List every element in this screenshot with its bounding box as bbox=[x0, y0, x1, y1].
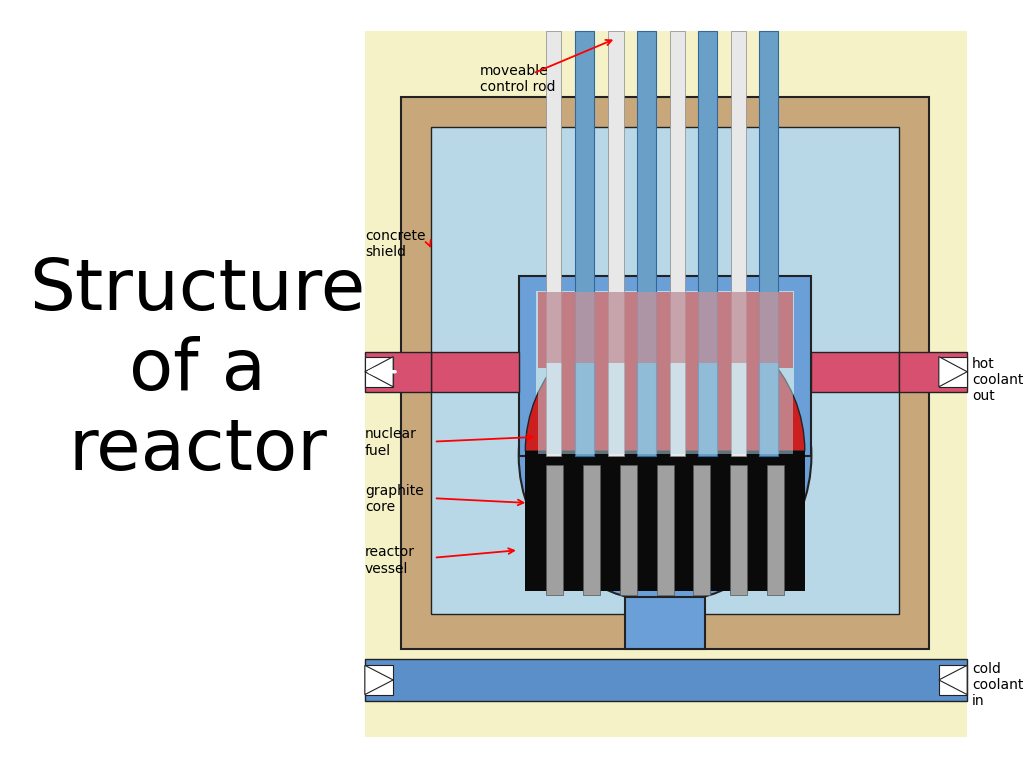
FancyBboxPatch shape bbox=[431, 127, 899, 614]
FancyBboxPatch shape bbox=[536, 290, 795, 455]
FancyBboxPatch shape bbox=[400, 97, 930, 649]
FancyBboxPatch shape bbox=[760, 31, 778, 455]
FancyBboxPatch shape bbox=[637, 31, 655, 455]
Wedge shape bbox=[525, 311, 805, 451]
FancyBboxPatch shape bbox=[767, 465, 784, 595]
FancyBboxPatch shape bbox=[538, 293, 793, 368]
FancyBboxPatch shape bbox=[365, 31, 967, 737]
FancyBboxPatch shape bbox=[525, 451, 805, 591]
FancyBboxPatch shape bbox=[620, 465, 637, 595]
FancyBboxPatch shape bbox=[583, 465, 600, 595]
Polygon shape bbox=[365, 665, 393, 694]
FancyBboxPatch shape bbox=[575, 31, 594, 455]
FancyBboxPatch shape bbox=[939, 665, 967, 694]
FancyBboxPatch shape bbox=[656, 465, 674, 595]
FancyBboxPatch shape bbox=[365, 352, 431, 392]
FancyBboxPatch shape bbox=[365, 665, 393, 694]
FancyBboxPatch shape bbox=[626, 598, 705, 649]
FancyBboxPatch shape bbox=[546, 31, 561, 455]
Text: reactor
vessel: reactor vessel bbox=[365, 545, 415, 576]
Text: hot
coolant
out: hot coolant out bbox=[972, 356, 1023, 403]
FancyBboxPatch shape bbox=[939, 356, 967, 387]
FancyBboxPatch shape bbox=[519, 276, 811, 455]
FancyBboxPatch shape bbox=[538, 293, 793, 454]
Circle shape bbox=[519, 310, 811, 602]
FancyBboxPatch shape bbox=[608, 31, 624, 455]
Text: nuclear
fuel: nuclear fuel bbox=[365, 428, 417, 458]
FancyBboxPatch shape bbox=[731, 31, 746, 455]
FancyBboxPatch shape bbox=[670, 31, 685, 455]
FancyBboxPatch shape bbox=[431, 352, 519, 392]
FancyBboxPatch shape bbox=[365, 659, 967, 701]
Text: Structure
of a
reactor: Structure of a reactor bbox=[30, 257, 366, 485]
FancyBboxPatch shape bbox=[538, 293, 793, 363]
FancyBboxPatch shape bbox=[899, 352, 967, 392]
FancyBboxPatch shape bbox=[546, 465, 563, 595]
FancyBboxPatch shape bbox=[693, 465, 711, 595]
Polygon shape bbox=[365, 356, 393, 387]
FancyBboxPatch shape bbox=[698, 31, 717, 455]
Text: concrete
shield: concrete shield bbox=[365, 229, 425, 260]
Polygon shape bbox=[939, 356, 967, 387]
FancyBboxPatch shape bbox=[365, 356, 393, 387]
Text: graphite
core: graphite core bbox=[365, 484, 424, 515]
Text: cold
coolant
in: cold coolant in bbox=[972, 661, 1023, 708]
Text: moveable
control rod: moveable control rod bbox=[480, 64, 556, 94]
FancyBboxPatch shape bbox=[730, 465, 748, 595]
Polygon shape bbox=[939, 665, 967, 694]
FancyBboxPatch shape bbox=[811, 352, 899, 392]
